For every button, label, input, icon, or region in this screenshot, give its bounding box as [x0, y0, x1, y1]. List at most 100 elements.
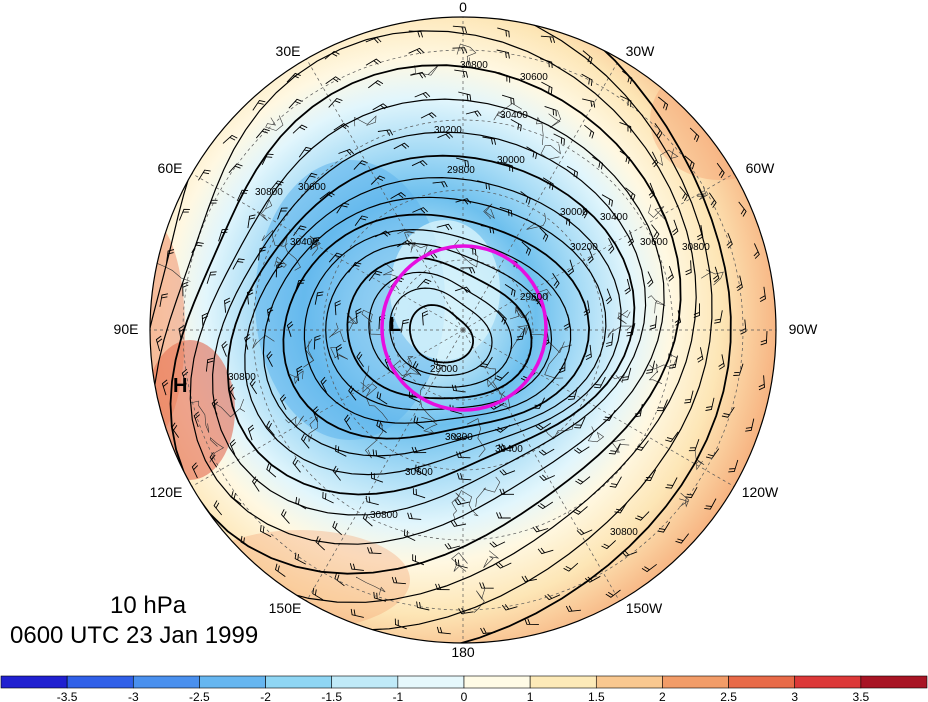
- wind-barb: [609, 476, 622, 488]
- wind-barb: [377, 129, 394, 136]
- wind-barb: [552, 273, 560, 289]
- wind-barb: [408, 47, 425, 55]
- contour-label: 30800: [460, 60, 488, 71]
- wind-barb: [538, 448, 555, 456]
- wind-barb: [286, 72, 301, 83]
- colorbar-bin: [794, 675, 862, 689]
- wind-barb: [293, 225, 307, 236]
- colorbar-tick-label: -1: [393, 690, 404, 702]
- height-contour: [244, 176, 622, 476]
- wind-barb: [456, 157, 470, 168]
- wind-barb: [684, 155, 695, 170]
- contour-label: 29600: [520, 292, 548, 303]
- meridian-line: [462, 329, 620, 602]
- wind-barb: [656, 399, 668, 412]
- wind-barb: [544, 593, 561, 601]
- wind-barb: [300, 433, 310, 449]
- wind-barb: [191, 462, 199, 479]
- wind-barb: [416, 601, 430, 611]
- wind-barb: [563, 562, 579, 572]
- coastline-segment: [209, 437, 225, 463]
- wind-barb: [410, 71, 426, 79]
- wind-barb: [760, 331, 768, 346]
- wind-barb: [736, 275, 743, 291]
- height-contour: [169, 64, 682, 575]
- wind-barb: [437, 132, 454, 139]
- lon-label-60e: 60E: [158, 160, 183, 176]
- wind-barb: [641, 563, 657, 573]
- colorbar-bin: [728, 675, 796, 689]
- wind-barb: [541, 81, 553, 94]
- wind-barb: [601, 194, 613, 207]
- contour-label: 30400: [495, 444, 523, 455]
- height-contour: [389, 287, 493, 377]
- wind-barb: [393, 142, 410, 150]
- wind-barb: [435, 583, 450, 591]
- contour-label: 30800: [228, 372, 256, 383]
- wind-barb: [355, 308, 362, 324]
- wind-barb: [400, 319, 410, 333]
- wind-barb: [679, 186, 688, 202]
- coastline-segment: [309, 235, 321, 256]
- wind-barb: [161, 379, 169, 396]
- wind-barb: [229, 439, 237, 455]
- coastline-segment: [252, 335, 275, 349]
- wind-barb: [594, 376, 606, 389]
- wind-barb: [621, 550, 638, 557]
- colorbar-bin: [529, 675, 597, 689]
- wind-barb: [159, 293, 168, 307]
- wind-barb: [420, 112, 437, 119]
- wind-barb: [312, 587, 324, 601]
- wind-barb: [460, 267, 476, 274]
- lon-label-60w: 60W: [746, 160, 776, 176]
- colorbar-bin: [265, 675, 333, 689]
- wind-barb: [605, 589, 621, 598]
- wind-barb: [368, 270, 383, 282]
- height-contour: [152, 30, 697, 603]
- contour-label: 30600: [405, 467, 433, 478]
- contour-label: 30800: [370, 510, 398, 521]
- coastline-segment: [402, 356, 414, 379]
- wind-barb: [335, 344, 343, 360]
- wind-barb: [221, 341, 228, 357]
- coastline-segment: [419, 382, 437, 422]
- wind-barb: [620, 95, 632, 107]
- colorbar-tick-label: 1: [527, 690, 534, 702]
- coastline-segment: [354, 115, 377, 127]
- wind-barb: [535, 422, 552, 431]
- wind-barb: [320, 376, 327, 393]
- wind-barb: [376, 419, 387, 433]
- wind-barb: [524, 618, 539, 625]
- wind-barb: [354, 215, 369, 227]
- parallel-circle: [322, 189, 604, 471]
- wind-barb: [314, 291, 324, 305]
- coastline-segment: [285, 415, 304, 428]
- wind-barb: [417, 278, 432, 289]
- wind-barb: [495, 562, 512, 569]
- wind-barb: [454, 558, 468, 569]
- colorbar-bin: [397, 675, 465, 689]
- wind-barb: [155, 335, 163, 352]
- wind-barb: [232, 258, 245, 270]
- wind-barb: [391, 576, 406, 585]
- wind-barb: [247, 424, 255, 441]
- colorbar-bin: [860, 675, 928, 689]
- wind-barb: [209, 452, 218, 468]
- colorbar-tick-label: 2.5: [720, 690, 737, 702]
- wind-barb: [296, 365, 303, 382]
- lon-label-90w: 90W: [789, 321, 819, 337]
- wind-barb: [658, 96, 669, 111]
- wind-barb: [572, 506, 588, 515]
- wind-barb: [178, 208, 190, 221]
- wind-barb: [684, 390, 694, 404]
- coastline-segment: [544, 344, 572, 379]
- meridian-line: [462, 329, 735, 487]
- colorbar: -3.5 -3 -2.5 -2 -1.5 -1 0 1 1.5 2 2.5 3 3.5: [0, 675, 928, 702]
- wind-barb: [479, 582, 494, 589]
- wind-barb: [714, 310, 723, 324]
- wind-barb: [465, 110, 482, 117]
- wind-barb: [452, 47, 468, 54]
- colorbar-tick-label: 0: [461, 690, 468, 702]
- wind-barb: [414, 91, 431, 99]
- contour-label: 30200: [570, 242, 598, 253]
